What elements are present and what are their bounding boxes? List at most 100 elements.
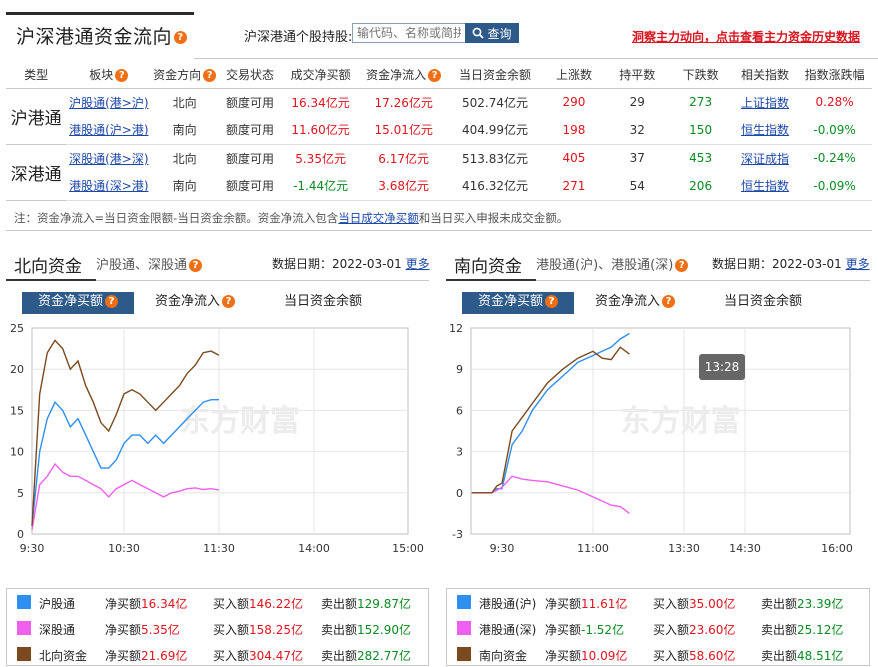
legend-buy: 买入额158.25亿 [213, 623, 304, 637]
search-button[interactable]: 查询 [465, 23, 519, 43]
series-line [31, 398, 219, 526]
plot-area [470, 327, 851, 535]
column-header: 板块? [66, 62, 152, 89]
help-icon[interactable]: ? [115, 69, 129, 83]
legend-sell: 卖出额152.90亿 [321, 623, 412, 637]
x-tick-label: 14:00 [298, 542, 330, 555]
index-link-cell[interactable]: 深证成指 [733, 144, 797, 172]
net-inflow-cell: 17.26亿元 [374, 95, 433, 110]
board-link[interactable]: 港股通(沪>港) [69, 123, 149, 138]
series-line [31, 339, 220, 526]
legend-row[interactable]: 北向资金 净买额21.69亿 买入额304.47亿 卖出额282.77亿 [7, 641, 428, 667]
net-buy-cell: 5.35亿元 [295, 151, 346, 166]
north-more-link[interactable]: 更多 [405, 257, 430, 271]
index-link-cell[interactable]: 恒生指数 [732, 172, 798, 201]
north-tab-balance[interactable]: 当日资金余额 [283, 294, 362, 309]
south-more-link[interactable]: 更多 [845, 257, 870, 271]
legend-row[interactable]: 港股通(沪) 净买额11.61亿 买入额35.00亿 卖出额23.39亿 [447, 589, 869, 615]
status-cell: 额度可用 [217, 172, 283, 201]
up-count-cell: 198 [541, 116, 607, 145]
north-chart[interactable]: 0 5 10 15 20 25 9:30 10:30 11:30 14:00 15:00 东方财富 [0, 318, 440, 558]
index-link[interactable]: 恒生指数 [740, 179, 789, 194]
note-link[interactable]: 当日成交净买额 [338, 211, 419, 225]
y-tick-label: 15 [10, 404, 24, 417]
index-change-cell: -0.09% [797, 116, 872, 145]
north-tab-indicator [22, 312, 134, 314]
south-subtitle: 港股通(沪)、港股通(深)? [536, 254, 689, 273]
board-link-cell[interactable]: 港股通(沪>港) [66, 116, 152, 145]
flat-count-cell: 37 [629, 151, 645, 166]
x-tick-label: 11:00 [577, 542, 609, 555]
x-tick-label: 11:30 [203, 542, 235, 555]
north-tab-net-buy[interactable]: 资金净买额? [22, 292, 134, 312]
y-tick-label: 5 [17, 487, 24, 500]
north-tab-net-inflow[interactable]: 资金净流入? [150, 292, 240, 312]
board-link[interactable]: 沪股通(港>沪) [69, 95, 149, 110]
legend-net: 净买额-1.52亿 [545, 623, 625, 637]
help-icon[interactable]: ? [428, 69, 442, 83]
legend-buy: 买入额35.00亿 [653, 597, 736, 611]
direction-cell: 南向 [151, 116, 218, 145]
y-tick-label: 0 [17, 528, 24, 541]
south-legend: 港股通(沪) 净买额11.61亿 买入额35.00亿 卖出额23.39亿港股通(深) 净… [446, 588, 870, 666]
help-icon[interactable]: ? [662, 295, 675, 308]
index-change-cell: -0.24% [813, 151, 856, 166]
legend-row[interactable]: 南向资金 净买额10.09亿 买入额58.60亿 卖出额48.51亿 [447, 641, 869, 667]
column-header: 上涨数 [541, 62, 607, 89]
help-icon[interactable]: ? [174, 31, 188, 44]
board-link[interactable]: 港股通(深>港) [69, 179, 149, 194]
index-link[interactable]: 恒生指数 [740, 123, 789, 138]
index-link[interactable]: 上证指数 [740, 95, 789, 110]
x-tick-label: 9:30 [490, 542, 515, 555]
legend-row[interactable]: 沪股通 净买额16.34亿 买入额146.22亿 卖出额129.87亿 [7, 589, 428, 615]
column-header: 资金方向? [151, 62, 218, 89]
status-cell: 额度可用 [225, 151, 274, 166]
x-tick-label: 15:00 [392, 542, 424, 555]
help-icon[interactable]: ? [203, 69, 217, 83]
board-link-cell[interactable]: 沪股通(港>沪) [66, 88, 151, 116]
down-count-cell: 150 [668, 116, 733, 145]
index-link[interactable]: 深证成指 [740, 151, 789, 166]
series-line [31, 462, 220, 531]
help-icon[interactable]: ? [189, 259, 203, 272]
legend-name: 港股通(深) [479, 623, 537, 637]
legend-sell: 卖出额48.51亿 [761, 649, 844, 663]
down-count-cell: 206 [668, 172, 733, 201]
board-link-cell[interactable]: 深股通(港>深) [66, 144, 151, 172]
north-title: 北向资金 [14, 257, 82, 277]
net-buy-cell: 11.60亿元 [282, 116, 360, 145]
y-tick-label: -3 [452, 528, 463, 541]
balance-cell: 513.83亿元 [462, 151, 529, 166]
y-tick-label: 0 [456, 487, 463, 500]
index-link-cell[interactable]: 上证指数 [733, 88, 797, 116]
help-icon[interactable]: ? [105, 295, 118, 308]
legend-row[interactable]: 港股通(深) 净买额-1.52亿 买入额23.60亿 卖出额25.12亿 [447, 615, 869, 641]
history-data-link[interactable]: 洞察主力动向，点击查看主力资金历史数据 [631, 30, 860, 44]
north-title-underline [6, 279, 96, 281]
flow-table: 类型 板块? 资金方向? 交易状态 成交净买额 资金净流入? 当日资金余额 上涨数 持平数 下跌数… [6, 62, 872, 201]
help-icon[interactable]: ? [545, 295, 558, 308]
legend-buy: 买入额23.60亿 [653, 623, 736, 637]
board-link[interactable]: 深股通(港>深) [69, 151, 149, 166]
board-link-cell[interactable]: 港股通(深>港) [66, 172, 152, 201]
legend-net: 净买额5.35亿 [105, 623, 180, 637]
help-icon[interactable]: ? [675, 259, 689, 272]
help-icon[interactable]: ? [222, 295, 235, 308]
south-tab-balance[interactable]: 当日资金余额 [723, 294, 802, 309]
south-tab-net-inflow[interactable]: 资金净流入? [590, 292, 680, 312]
legend-net: 净买额16.34亿 [105, 597, 188, 611]
south-chart[interactable]: -3 0 3 6 9 12 9:30 11:00 13:30 14:30 16:00 东方财富 [440, 318, 878, 558]
legend-row[interactable]: 深股通 净买额5.35亿 买入额158.25亿 卖出额152.90亿 [7, 615, 428, 641]
column-header: 下跌数 [668, 62, 733, 89]
y-tick-label: 3 [456, 446, 463, 459]
balance-cell: 416.32亿元 [448, 172, 542, 201]
legend-sell: 卖出额25.12亿 [761, 623, 844, 637]
stock-search-input[interactable] [352, 23, 466, 43]
up-count-cell: 405 [562, 151, 586, 166]
south-tab-net-buy[interactable]: 资金净买额? [462, 292, 574, 312]
x-tick-label: 13:30 [668, 542, 700, 555]
legend-swatch [17, 621, 31, 635]
series-line [471, 346, 630, 494]
north-subtitle: 沪股通、深股通? [96, 254, 203, 273]
index-link-cell[interactable]: 恒生指数 [732, 116, 798, 145]
